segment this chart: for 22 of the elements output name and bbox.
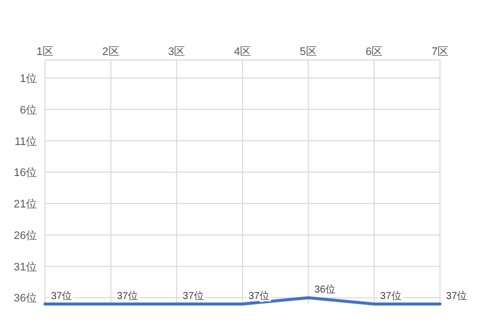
x-tick-label: 6区: [366, 46, 383, 58]
data-label: 36位: [314, 284, 336, 296]
data-label: 37位: [116, 290, 138, 302]
y-tick-label: 16位: [14, 167, 37, 180]
x-tick-label: 2区: [102, 46, 120, 58]
x-tick-label: 7区: [431, 46, 449, 58]
y-tick-label: 11位: [14, 136, 37, 148]
data-label: 37位: [51, 290, 72, 302]
y-tick-label: 1位: [20, 73, 37, 85]
data-label: 37位: [248, 290, 270, 302]
data-label: 37位: [380, 290, 402, 302]
x-tick-label: 5区: [300, 46, 317, 58]
x-tick-label: 3区: [168, 46, 186, 58]
y-tick-label: 31位: [14, 261, 37, 274]
x-tick-label: 1区: [36, 46, 54, 58]
data-label: 37位: [446, 290, 468, 302]
y-tick-label: 21位: [14, 198, 37, 211]
y-tick-label: 36位: [14, 292, 37, 305]
y-tick-label: 26位: [14, 230, 37, 242]
x-tick-label: 4区: [234, 46, 252, 58]
data-label: 37位: [182, 290, 204, 302]
y-tick-label: 6位: [20, 104, 37, 116]
